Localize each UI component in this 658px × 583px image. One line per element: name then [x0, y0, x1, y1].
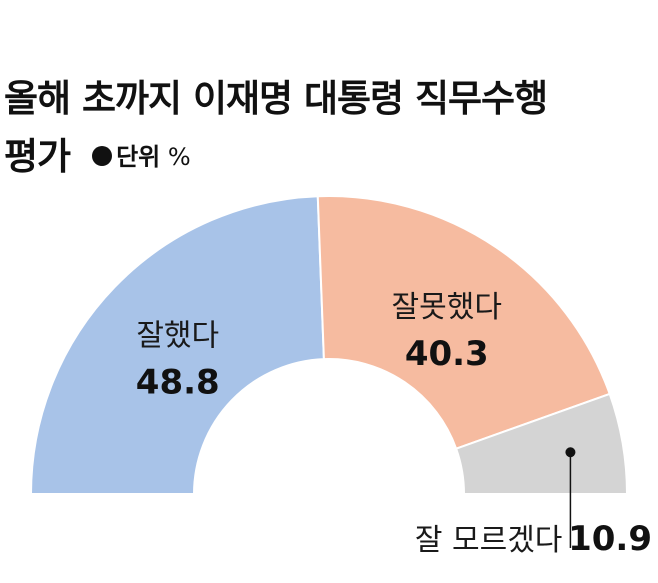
pie-slice-2	[316, 195, 611, 450]
slice-value-2: 40.3	[405, 334, 489, 374]
bullet-dot-icon	[92, 146, 113, 166]
slice-label-1: 잘했다	[136, 318, 219, 353]
unit-label: 단위	[116, 143, 161, 171]
slice-value-3: 10.9	[568, 519, 652, 559]
chart-title-line-1: 올해 초까지 이재명 대통령 직무수행	[4, 77, 548, 120]
chart-title-line-2: 평가 단위 %	[4, 128, 547, 186]
unit-symbol: %	[167, 143, 191, 171]
slice-value-1: 48.8	[136, 362, 220, 402]
pie-slice-3	[454, 392, 629, 495]
slice-label-3: 잘 모르겠다	[415, 523, 563, 558]
chart-title: 올해 초까지 이재명 대통령 직무수행 평가 단위 %	[4, 70, 548, 186]
unit-note: 단위 %	[92, 143, 191, 171]
pie-slice-1	[29, 195, 325, 495]
slice-label-2: 잘못했다	[392, 290, 502, 325]
chart-title-line-2-text: 평가	[4, 135, 71, 178]
